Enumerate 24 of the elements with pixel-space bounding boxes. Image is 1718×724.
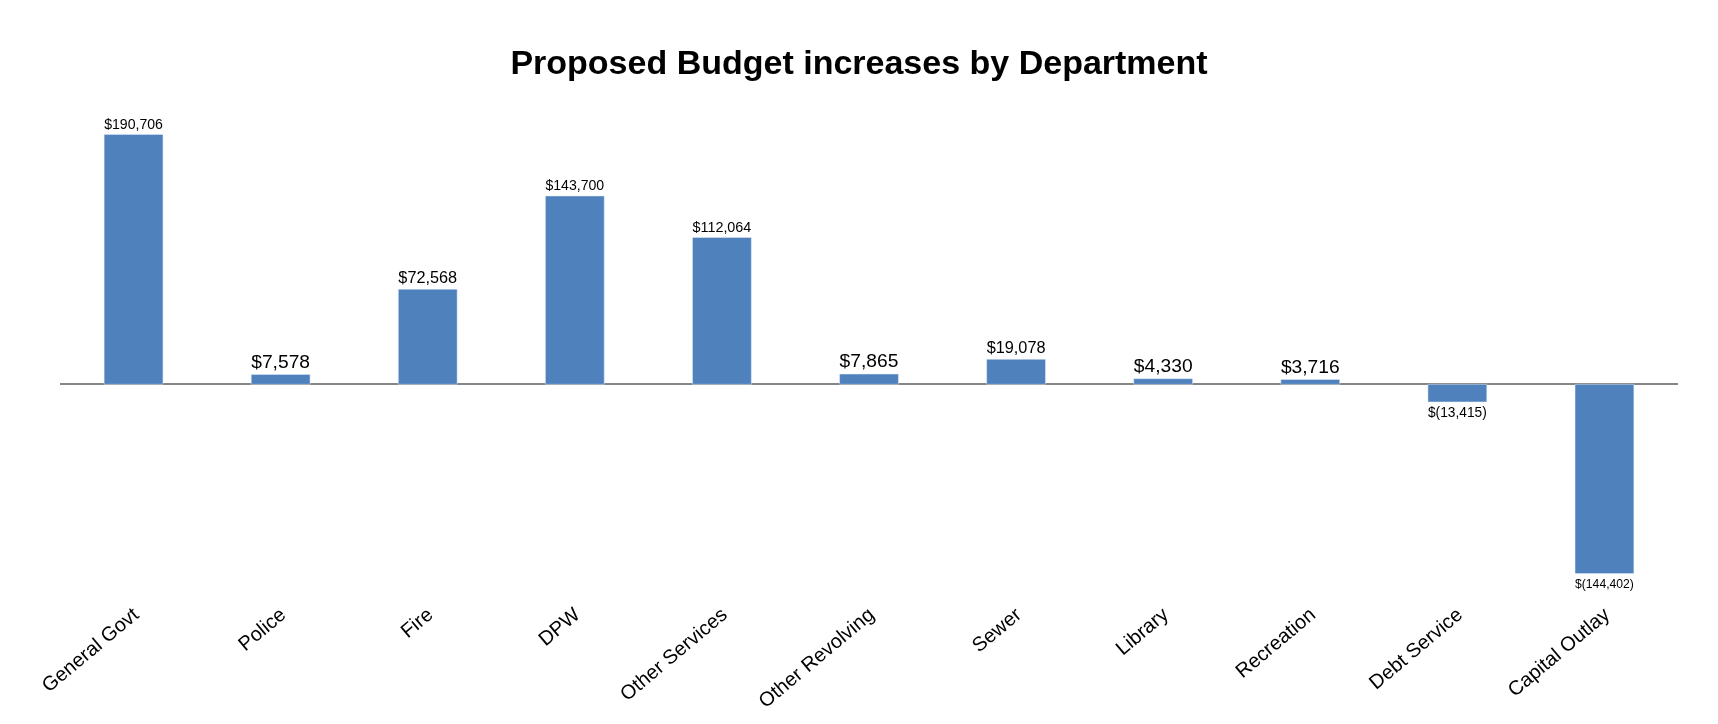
data-label: $7,578 <box>251 350 311 372</box>
x-tick-label: Fire <box>396 602 437 642</box>
bar <box>1427 384 1488 403</box>
data-label: $(144,402) <box>1575 576 1634 591</box>
chart-title: Proposed Budget increases by Department <box>510 43 1208 82</box>
data-label: $143,700 <box>545 177 605 194</box>
bar <box>692 237 752 385</box>
bar <box>1574 384 1635 574</box>
bar <box>1133 378 1193 385</box>
data-label: $(13,415) <box>1427 405 1487 421</box>
bar <box>545 195 605 385</box>
bar <box>103 134 164 385</box>
data-label: $72,568 <box>398 267 458 286</box>
data-label: $7,865 <box>839 350 899 372</box>
data-label: $4,330 <box>1133 354 1193 376</box>
data-label: $190,706 <box>104 115 164 132</box>
bar <box>986 359 1046 385</box>
data-label: $3,716 <box>1280 355 1340 377</box>
bar <box>398 288 458 385</box>
data-label: $19,078 <box>986 338 1046 357</box>
bar <box>250 374 311 385</box>
data-label: $112,064 <box>692 218 752 235</box>
bar <box>839 373 899 385</box>
bar <box>1280 379 1340 385</box>
